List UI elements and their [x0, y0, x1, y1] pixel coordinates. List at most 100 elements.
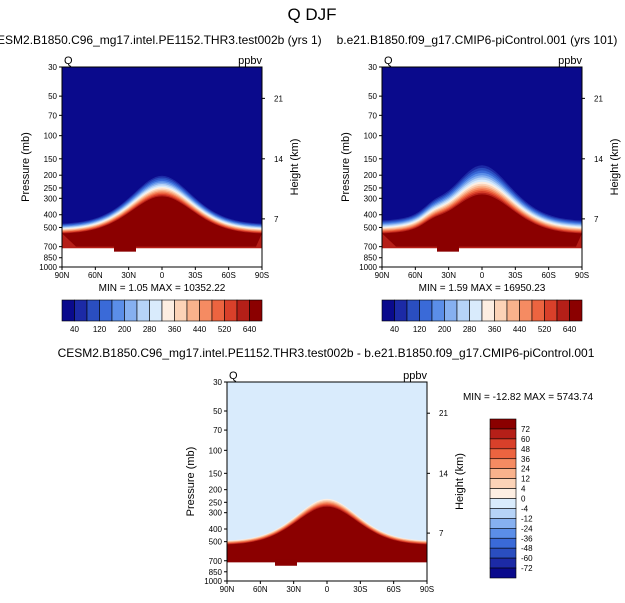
variable-label: Q	[64, 55, 73, 67]
ground-mask	[62, 248, 262, 267]
colorbar-cell	[489, 518, 517, 529]
y-tick-label: 400	[209, 525, 223, 534]
colorbar-label: -60	[521, 554, 533, 563]
colorbar-cell	[419, 299, 433, 322]
contour-core	[227, 510, 427, 561]
colorbar-label: -4	[521, 504, 529, 513]
units-label: ppbv	[403, 370, 427, 382]
height-tick-label: 7	[594, 215, 599, 224]
y-tick-label: 150	[364, 155, 378, 164]
colorbar-cell	[489, 418, 517, 430]
y-tick-label: 1000	[39, 263, 57, 272]
colorbar-label: 280	[463, 325, 477, 334]
y-tick-label: 100	[209, 446, 223, 455]
panel-title: b.e21.B1850.f09_g17.CMIP6-piControl.001 …	[337, 33, 618, 47]
colorbar-label: 40	[390, 325, 399, 334]
min-max-text: MIN = -12.82 MAX = 5743.74	[463, 392, 594, 403]
colorbar-cell	[489, 567, 517, 579]
colorbar-cell	[489, 448, 517, 460]
y-tick-label: 250	[209, 498, 223, 507]
colorbar-label: 640	[243, 325, 257, 334]
units-label: ppbv	[238, 55, 262, 67]
y-tick-label: 300	[44, 194, 58, 203]
y-tick-label: 50	[213, 407, 222, 416]
colorbar-cell	[489, 498, 517, 509]
min-max-text: MIN = 1.05 MAX = 10352.22	[99, 283, 226, 294]
colorbar-cell	[74, 299, 88, 322]
colorbar-label: -36	[521, 534, 533, 543]
variable-label: Q	[384, 55, 393, 67]
variable-label: Q	[229, 370, 238, 382]
x-tick-label: 60N	[88, 271, 103, 280]
colorbar-cell	[174, 299, 188, 322]
height-tick-label: 21	[274, 94, 283, 103]
colorbar-label: 36	[521, 455, 530, 464]
colorbar-cell	[211, 299, 225, 322]
colorbar-cell	[236, 299, 250, 322]
colorbar-cell	[544, 299, 558, 322]
contour-core	[382, 194, 582, 247]
y-axis-label: Pressure (mb)	[20, 132, 32, 202]
y-tick-label: 30	[368, 63, 377, 72]
chart-panel-1: CESM2.B1850.C96_mg17.intel.PE1152.THR3.t…	[0, 33, 322, 334]
colorbar-label: 120	[413, 325, 427, 334]
ground-mask	[382, 248, 582, 267]
colorbar-cell	[481, 299, 495, 322]
colorbar-cell	[489, 478, 517, 489]
colorbar-label: 48	[521, 445, 530, 454]
x-tick-label: 90N	[55, 271, 70, 280]
colorbar-label: -48	[521, 544, 533, 553]
colorbar-cell	[556, 299, 570, 322]
height-tick-label: 14	[439, 469, 448, 478]
x-tick-label: 30S	[353, 585, 367, 594]
x-tick-label: 30N	[121, 271, 136, 280]
colorbar-cell	[469, 299, 483, 322]
colorbar-cell	[61, 299, 75, 322]
y-tick-label: 850	[364, 254, 378, 263]
colorbar-label: 200	[118, 325, 132, 334]
colorbar-cell	[149, 299, 163, 322]
orography-blob	[275, 559, 297, 566]
y-tick-label: 150	[44, 155, 58, 164]
x-tick-label: 0	[325, 585, 330, 594]
colorbar-label: 40	[70, 325, 79, 334]
colorbar-cell	[489, 537, 517, 549]
x-tick-label: 30S	[188, 271, 202, 280]
y-tick-label: 200	[364, 171, 378, 180]
colorbar-cell	[224, 299, 238, 322]
orography-blob	[437, 245, 459, 252]
colorbar-cell	[381, 299, 395, 322]
height-tick-label: 21	[439, 409, 448, 418]
colorbar-label: 120	[93, 325, 107, 334]
colorbar-label: 72	[521, 425, 530, 434]
colorbar-cell	[569, 299, 583, 322]
contour-core	[62, 196, 262, 247]
y-tick-label: 700	[364, 243, 378, 252]
colorbar-cell	[456, 299, 470, 322]
colorbar-label: 4	[521, 485, 526, 494]
colorbar-cell	[489, 428, 517, 440]
y-tick-label: 200	[209, 486, 223, 495]
y-tick-label: 70	[368, 111, 377, 120]
colorbar-cell	[136, 299, 150, 322]
height-tick-label: 21	[594, 94, 603, 103]
x-tick-label: 30S	[508, 271, 522, 280]
colorbar-cell	[444, 299, 458, 322]
colorbar-label: 360	[168, 325, 182, 334]
colorbar-cell	[161, 299, 175, 322]
x-tick-label: 90N	[220, 585, 235, 594]
x-tick-label: 0	[480, 271, 485, 280]
y-tick-label: 250	[44, 184, 58, 193]
colorbar-cell	[199, 299, 213, 322]
y-axis-label: Pressure (mb)	[340, 132, 352, 202]
colorbar-cell	[186, 299, 200, 322]
y-tick-label: 700	[209, 557, 223, 566]
colorbar-label: 24	[521, 465, 530, 474]
y-tick-label: 700	[44, 243, 58, 252]
orography-blob	[114, 245, 136, 252]
colorbar-label: 12	[521, 475, 530, 484]
chart-panel-3: CESM2.B1850.C96_mg17.intel.PE1152.THR3.t…	[58, 346, 595, 594]
x-tick-label: 60S	[542, 271, 556, 280]
x-tick-label: 60N	[408, 271, 423, 280]
